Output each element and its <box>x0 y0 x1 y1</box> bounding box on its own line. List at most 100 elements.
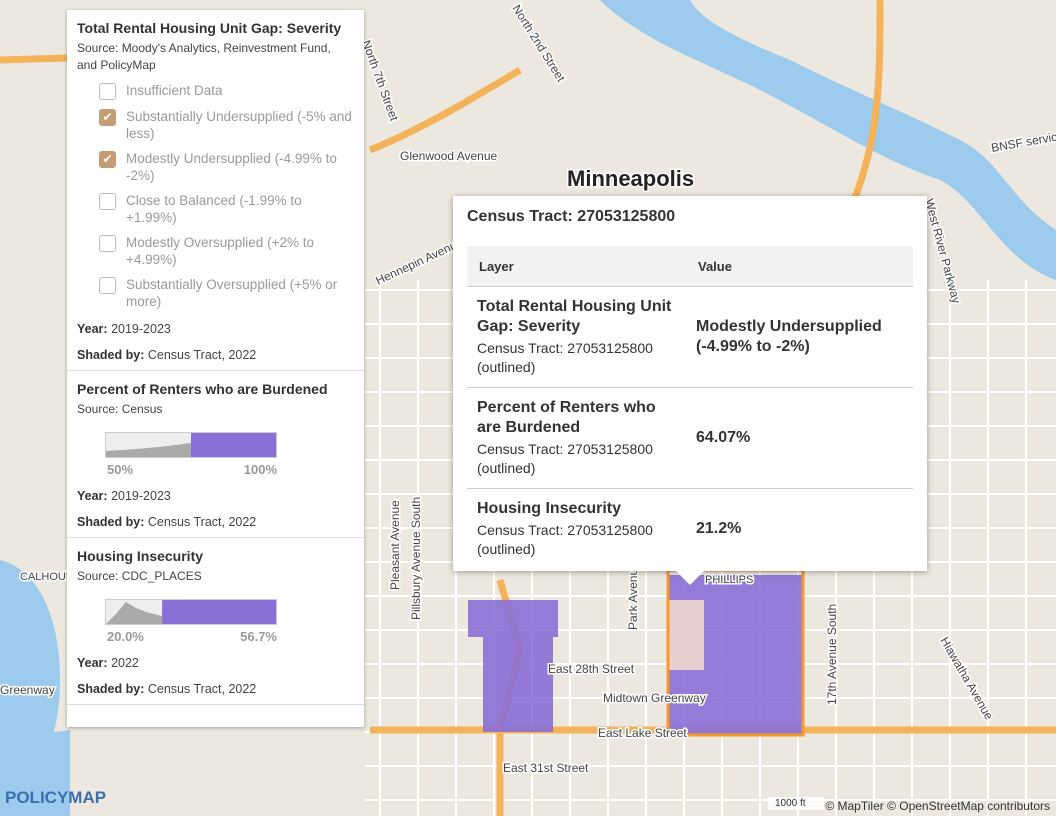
meta-value: 2019-2023 <box>111 489 171 503</box>
meta-key: Year: <box>77 489 108 503</box>
legend-item[interactable]: Substantially Oversupplied (+5% or more) <box>99 276 354 310</box>
item-label: Close to Balanced (-1.99% to +1.99%) <box>126 193 302 225</box>
meta-key: Shaded by: <box>77 682 145 696</box>
legend-item[interactable]: Modestly Oversupplied (+2% to +4.99%) <box>99 234 354 268</box>
legend-section: Total Rental Housing Unit Gap: Severity S… <box>67 10 364 371</box>
map-label: East 31st Street <box>503 761 589 775</box>
map-label: Midtown Greenway <box>603 691 706 705</box>
section-meta: Year: 2022 <box>77 656 354 670</box>
legend-section: Percent of Renters who are Burdened Sourc… <box>67 371 364 538</box>
layer-sub: Census Tract: 27053125800 (outlined) <box>477 441 653 476</box>
scale-label: 1000 ft <box>775 798 806 809</box>
legend-panel: Total Rental Housing Unit Gap: Severity S… <box>67 10 364 727</box>
legend-item[interactable]: ✔ Substantially Undersupplied (-5% and le… <box>99 108 354 142</box>
checkbox[interactable] <box>99 83 116 100</box>
histogram-shape <box>106 433 276 457</box>
section-source: Source: Moody's Analytics, Reinvestment … <box>77 41 331 72</box>
item-label: Substantially Oversupplied (+5% or more) <box>126 277 338 309</box>
section-meta: Shaded by: Census Tract, 2022 <box>77 348 354 362</box>
checkbox[interactable]: ✔ <box>99 151 116 168</box>
section-meta: Shaded by: Census Tract, 2022 <box>77 682 354 696</box>
scale-bar <box>768 797 824 810</box>
logo: POLICYMAP <box>5 788 106 807</box>
map-label: East Lake Street <box>598 726 687 740</box>
range-max: 100% <box>243 462 277 477</box>
legend-item[interactable]: ✔ Modestly Undersupplied (-4.99% to -2%) <box>99 150 354 184</box>
histogram-range <box>191 433 276 457</box>
layer-cell: Housing Insecurity Census Tract: 27053125… <box>467 488 686 569</box>
map-label: Pillsbury Avenue South <box>409 497 423 620</box>
map-label: Minneapolis <box>567 166 694 191</box>
checkbox[interactable]: ✔ <box>99 109 116 126</box>
checkbox[interactable] <box>99 193 116 210</box>
section-source: Source: Census <box>77 402 163 416</box>
map-label: Pleasant Avenue <box>388 500 402 590</box>
legend-item[interactable]: Insufficient Data <box>99 82 354 100</box>
map-label: CALHOUN <box>20 571 74 583</box>
map-label: Park Avenue <box>626 562 640 630</box>
layer-name: Percent of Renters who are Burdened <box>477 399 656 436</box>
item-label: Modestly Undersupplied (-4.99% to -2%) <box>126 151 337 183</box>
layer-cell: Percent of Renters who are Burdened Censu… <box>467 387 686 489</box>
section-meta: Shaded by: Census Tract, 2022 <box>77 515 354 529</box>
layer-sub: Census Tract: 27053125800 (outlined) <box>477 522 653 557</box>
layer-sub: Census Tract: 27053125800 (outlined) <box>477 340 653 375</box>
map-label: Hennepin Avenue <box>373 235 465 288</box>
histogram-range <box>162 600 276 624</box>
range-labels: 20.0% 56.7% <box>107 629 277 644</box>
section-meta: Year: 2019-2023 <box>77 322 354 336</box>
meta-value: Census Tract, 2022 <box>147 348 257 362</box>
value-cell: Modestly Undersupplied (-4.99% to -2%) <box>686 286 913 388</box>
header: Layer <box>467 246 686 287</box>
popup-row: Total Rental Housing Unit Gap: Severity C… <box>467 286 913 388</box>
histogram-area <box>106 443 191 457</box>
popup-table: Layer Value Total Rental Housing Unit Gap… <box>467 246 913 569</box>
legend-section: Housing Insecurity Source: CDC_PLACES 20.0… <box>67 538 364 705</box>
attribution: © MapTiler © OpenStreetMap contributors <box>825 799 1050 813</box>
map-label: 17th Avenue South <box>825 604 839 705</box>
map-label: PHILLIPS <box>705 574 753 586</box>
histogram-area <box>106 602 162 624</box>
meta-key: Year: <box>77 656 108 670</box>
meta-value: Census Tract, 2022 <box>147 515 257 529</box>
value-cell: 64.07% <box>686 387 913 489</box>
popup-row: Housing Insecurity Census Tract: 27053125… <box>467 488 913 569</box>
meta-key: Shaded by: <box>77 515 145 529</box>
popup-title: Census Tract: 27053125800 <box>467 208 676 225</box>
meta-value: Census Tract, 2022 <box>147 682 257 696</box>
section-meta: Year: 2019-2023 <box>77 489 354 503</box>
value-cell: 21.2% <box>686 488 913 569</box>
meta-key: Year: <box>77 322 108 336</box>
popup-row: Percent of Renters who are Burdened Censu… <box>467 387 913 489</box>
item-label: Modestly Oversupplied (+2% to +4.99%) <box>126 235 314 267</box>
checkbox[interactable] <box>99 235 116 252</box>
map-label: Glenwood Avenue <box>400 149 498 163</box>
item-label: Substantially Undersupplied (-5% and les… <box>126 109 352 141</box>
layer-cell: Total Rental Housing Unit Gap: Severity C… <box>467 286 686 388</box>
map-label: West River Parkway <box>922 197 963 305</box>
range-min: 50% <box>107 462 134 477</box>
meta-value: 2022 <box>111 656 139 670</box>
map-label: BNSF service <box>990 128 1056 155</box>
popup-pointer <box>676 571 704 585</box>
range-labels: 50% 100% <box>107 462 277 477</box>
meta-value: 2019-2023 <box>111 322 171 336</box>
section-title: Total Rental Housing Unit Gap: Severity <box>77 20 342 36</box>
header: Value <box>686 246 913 287</box>
histogram <box>105 432 277 458</box>
section-source: Source: CDC_PLACES <box>77 569 202 583</box>
section-title: Housing Insecurity <box>77 548 204 564</box>
map-label: East 28th Street <box>548 662 635 676</box>
layer-name: Housing Insecurity <box>477 500 622 517</box>
map-label: North 7th Street <box>359 38 401 123</box>
range-min: 20.0% <box>107 629 144 644</box>
meta-key: Shaded by: <box>77 348 145 362</box>
histogram <box>105 599 277 625</box>
legend-item[interactable]: Close to Balanced (-1.99% to +1.99%) <box>99 192 354 226</box>
range-max: 56.7% <box>240 629 277 644</box>
histogram-shape <box>106 600 276 624</box>
checkbox[interactable] <box>99 277 116 294</box>
layer-name: Total Rental Housing Unit Gap: Severity <box>477 298 672 335</box>
item-label: Insufficient Data <box>126 83 223 98</box>
